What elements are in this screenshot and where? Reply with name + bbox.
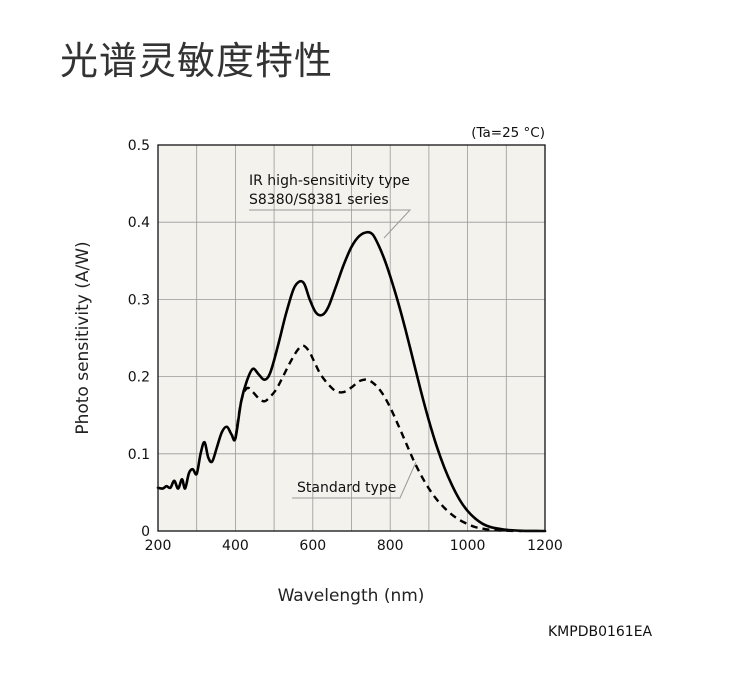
page-title: 光谱灵敏度特性 (60, 39, 334, 83)
x-tick-label: 1000 (450, 538, 486, 554)
plot-area-frame (157, 144, 546, 532)
y-tick-label: 0.3 (128, 292, 150, 308)
x-tick-label: 400 (222, 538, 249, 554)
y-axis-label: Photo sensitivity (A/W) (73, 241, 93, 434)
x-axis-label: Wavelength (nm) (278, 586, 425, 606)
y-tick-label: 0.4 (128, 215, 150, 231)
series-line-ir-high-sensitivity (156, 230, 547, 533)
series-label-ir-line1: IR high-sensitivity type (249, 173, 410, 189)
grid-lines (158, 145, 545, 531)
x-tick-label: 1200 (527, 538, 563, 554)
x-tick-label: 800 (377, 538, 404, 554)
y-tick-label: 0.2 (128, 370, 150, 386)
x-tick-label: 200 (145, 538, 172, 554)
series-curves (156, 230, 547, 533)
condition-note: (Ta=25 °C) (471, 125, 545, 141)
x-tick-label: 600 (299, 538, 326, 554)
y-tick-label: 0.1 (128, 447, 150, 463)
y-tick-label: 0.5 (128, 138, 150, 154)
document-code: KMPDB0161EA (548, 624, 653, 640)
series-label-ir-line2: S8380/S8381 series (249, 192, 389, 208)
series-label-standard: Standard type (297, 480, 396, 496)
series-line-standard (234, 344, 522, 533)
series-label-standard-leader (292, 461, 417, 499)
y-tick-label: 0 (141, 524, 150, 540)
tick-labels: 200 400 600 800 1000 1200 0 0.1 0.2 0.3 0.4 0.5 (128, 138, 563, 554)
series-label-ir-leader (249, 209, 412, 239)
